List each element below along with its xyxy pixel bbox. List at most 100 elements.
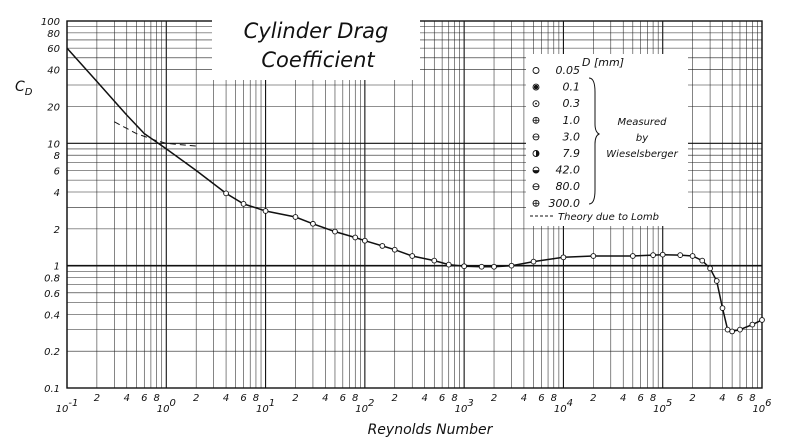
chart-title: Cylinder Drag xyxy=(244,19,389,43)
x-tick-label-minor: 2 xyxy=(193,393,199,404)
y-tick-label: 4 xyxy=(54,188,60,199)
chart-subtitle: Coefficient xyxy=(261,48,375,72)
data-point xyxy=(508,262,515,269)
y-axis-label: CD xyxy=(15,79,33,98)
x-tick-label-minor: 8 xyxy=(650,393,656,404)
data-point xyxy=(729,328,735,335)
x-tick-label-minor: 6 xyxy=(439,393,445,404)
y-tick-label: 1 xyxy=(54,262,60,273)
x-tick-exponent: 0 xyxy=(169,398,175,409)
data-point xyxy=(713,278,720,284)
x-tick-label-minor: 2 xyxy=(590,393,596,404)
x-tick-label-minor: 4 xyxy=(620,393,626,404)
x-tick-base: 10 xyxy=(56,404,69,415)
legend-group-label-line-3: Wieselsberger xyxy=(606,149,678,160)
legend-marker-half xyxy=(533,170,539,174)
x-tick-exponent: 3 xyxy=(467,398,473,409)
data-point xyxy=(262,208,269,214)
measured-points xyxy=(223,190,765,335)
y-tick-label: 0.8 xyxy=(44,274,60,285)
x-tick-label-major: 100 xyxy=(157,398,176,415)
y-tick-label: 0.2 xyxy=(44,347,60,358)
x-tick-label-major: 10-1 xyxy=(56,398,79,415)
legend-marker-fill xyxy=(533,84,539,90)
x-tick-label-minor: 6 xyxy=(538,393,544,404)
data-point xyxy=(689,253,696,259)
data-point xyxy=(310,220,316,227)
data-point xyxy=(223,190,229,197)
y-tick-label: 10 xyxy=(47,139,60,150)
legend-entry-label: 0.05 xyxy=(556,64,581,77)
x-tick-base: 10 xyxy=(752,404,765,415)
y-tick-label: 0.1 xyxy=(44,384,60,395)
x-tick-base: 10 xyxy=(157,404,170,415)
y-tick-label: 60 xyxy=(47,44,60,55)
x-tick-base: 10 xyxy=(355,404,368,415)
legend: D [mm] 0.050.10.31.03.07.942.080.0300.0 … xyxy=(526,54,688,226)
x-tick-exponent: 4 xyxy=(567,398,573,409)
data-point xyxy=(491,263,497,270)
data-point xyxy=(240,201,247,207)
legend-header: D [mm] xyxy=(582,56,624,69)
legend-entry-label: 7.9 xyxy=(563,147,581,160)
data-point xyxy=(560,254,567,261)
legend-group-label-line-2: by xyxy=(636,133,649,144)
x-tick-label-minor: 6 xyxy=(737,393,743,404)
x-tick-label-minor: 8 xyxy=(253,393,259,404)
measured-curve xyxy=(66,47,763,333)
x-tick-exponent: 5 xyxy=(666,398,672,409)
x-tick-label-minor: 6 xyxy=(340,393,346,404)
legend-marker-half xyxy=(536,150,539,157)
legend-brace xyxy=(588,77,601,205)
data-point xyxy=(737,326,743,333)
x-tick-label-major: 101 xyxy=(256,398,275,415)
x-tick-label-minor: 2 xyxy=(292,393,298,404)
legend-marker xyxy=(532,67,540,74)
data-point xyxy=(749,321,756,328)
legend-entry-label: 3.0 xyxy=(563,130,581,143)
title-backdrop xyxy=(212,12,420,80)
x-tick-label-minor: 2 xyxy=(689,393,695,404)
legend-entry-label: 0.1 xyxy=(563,81,581,94)
y-tick-label: 80 xyxy=(47,29,60,40)
x-axis-label: Reynolds Number xyxy=(368,422,494,438)
x-tick-label-minor: 2 xyxy=(94,393,100,404)
data-point xyxy=(650,252,656,258)
data-point xyxy=(431,257,438,264)
x-tick-exponent: 6 xyxy=(765,398,771,409)
data-point xyxy=(461,263,467,270)
x-tick-label-minor: 6 xyxy=(638,393,644,404)
x-tick-base: 10 xyxy=(256,404,269,415)
y-tick-label: 8 xyxy=(54,151,60,162)
data-point xyxy=(362,237,368,244)
x-tick-label-major: 105 xyxy=(653,398,672,415)
x-tick-label-minor: 6 xyxy=(141,393,147,404)
data-point xyxy=(629,253,636,259)
legend-entry-label: 80.0 xyxy=(556,180,581,193)
x-tick-label-minor: 4 xyxy=(322,393,328,404)
y-tick-label: 0.4 xyxy=(44,310,60,321)
data-point xyxy=(590,253,597,259)
x-tick-exponent: 1 xyxy=(269,398,275,409)
legend-entry-label: 1.0 xyxy=(563,114,581,127)
x-tick-label-major: 103 xyxy=(455,398,474,415)
legend-entry-label: 300.0 xyxy=(549,197,581,210)
legend-entry-label: 42.0 xyxy=(556,164,581,177)
x-tick-base: 10 xyxy=(554,404,567,415)
x-tick-label-minor: 2 xyxy=(491,393,497,404)
y-axis-label-subscript: D xyxy=(25,87,33,98)
data-point xyxy=(292,214,299,220)
data-point xyxy=(677,252,684,258)
legend-entry-label: 0.3 xyxy=(563,97,581,110)
grid xyxy=(66,21,762,389)
data-point xyxy=(759,317,765,323)
data-point xyxy=(530,258,537,265)
x-tick-label-minor: 6 xyxy=(240,393,246,404)
x-tick-label-minor: 4 xyxy=(124,393,130,404)
data-point xyxy=(659,251,666,258)
legend-group-label-line-1: Measured xyxy=(617,117,667,128)
x-tick-exponent: -1 xyxy=(68,398,78,409)
